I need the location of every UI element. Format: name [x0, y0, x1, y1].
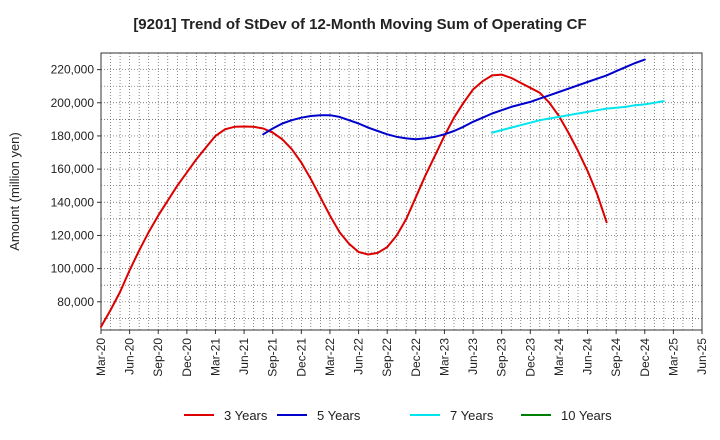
- y-tick-label: 120,000: [51, 228, 95, 242]
- x-tick-label: Jun-20: [123, 338, 137, 375]
- x-tick-label: Mar-22: [323, 338, 337, 376]
- series-line-5-years: [262, 58, 646, 141]
- y-tick-label: 220,000: [51, 63, 95, 77]
- series-lines: [100, 58, 665, 328]
- x-tick-label: Jun-21: [237, 338, 251, 375]
- x-tick-label: Dec-21: [294, 338, 308, 377]
- series-line-3-years: [100, 73, 608, 328]
- y-tick-label: 180,000: [51, 129, 95, 143]
- chart-title: [9201] Trend of StDev of 12-Month Moving…: [133, 16, 586, 33]
- legend-item-10-years[interactable]: 10 Years: [521, 408, 612, 423]
- x-tick-label: Mar-24: [552, 338, 566, 376]
- grid-lines: [101, 53, 702, 330]
- legend-item-5-years[interactable]: 5 Years: [277, 408, 361, 423]
- x-tick-label: Dec-24: [638, 338, 652, 377]
- plot-frame: [100, 52, 703, 331]
- legend[interactable]: 3 Years 5 Years 7 Years 10 Years: [184, 408, 612, 423]
- x-tick-label: Jun-23: [466, 338, 480, 375]
- x-axis-ticks: Mar-20 Jun-20 Sep-20 Dec-20 Mar-21 Jun-21 Sep-…: [94, 330, 709, 377]
- x-tick-label: Sep-21: [266, 338, 280, 377]
- y-tick-label: 200,000: [51, 96, 95, 110]
- legend-label: 7 Years: [450, 408, 494, 423]
- x-tick-label: Jun-22: [352, 338, 366, 375]
- x-tick-label: Sep-24: [609, 338, 623, 377]
- y-axis-ticks: 80,000 100,000 120,000 140,000 160,000 180,00…: [51, 63, 101, 309]
- legend-item-3-years[interactable]: 3 Years: [184, 408, 268, 423]
- x-tick-label: Dec-22: [409, 338, 423, 377]
- x-tick-label: Mar-23: [437, 338, 451, 376]
- legend-label: 3 Years: [224, 408, 268, 423]
- x-tick-label: Mar-25: [666, 338, 680, 376]
- y-tick-label: 140,000: [51, 195, 95, 209]
- x-tick-label: Sep-20: [151, 338, 165, 377]
- legend-item-7-years[interactable]: 7 Years: [410, 408, 494, 423]
- series-line-7-years: [491, 100, 665, 134]
- x-tick-label: Dec-20: [180, 338, 194, 377]
- x-tick-label: Sep-23: [495, 338, 509, 377]
- y-axis-label: Amount (million yen): [7, 132, 22, 251]
- y-tick-label: 160,000: [51, 162, 95, 176]
- x-tick-label: Mar-21: [208, 338, 222, 376]
- y-tick-label: 100,000: [51, 262, 95, 276]
- x-tick-label: Sep-22: [380, 338, 394, 377]
- x-tick-label: Jun-24: [581, 338, 595, 375]
- legend-label: 10 Years: [561, 408, 612, 423]
- x-tick-label: Mar-20: [94, 338, 108, 376]
- y-tick-label: 80,000: [57, 295, 94, 309]
- legend-label: 5 Years: [317, 408, 361, 423]
- x-tick-label: Jun-25: [695, 338, 709, 375]
- x-tick-label: Dec-23: [523, 338, 537, 377]
